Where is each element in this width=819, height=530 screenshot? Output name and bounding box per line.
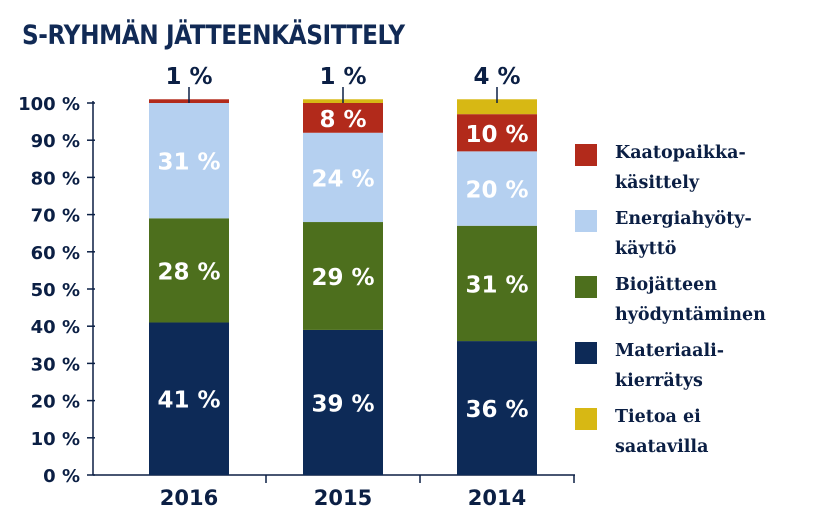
- data-label: 29 %: [311, 265, 374, 291]
- legend-item: Materiaali- kierrätys: [575, 336, 815, 402]
- bar-segment: [457, 341, 537, 475]
- legend-item: Energiahyöty- käyttö: [575, 204, 815, 270]
- y-tick-label: 70 %: [31, 206, 80, 227]
- bar-segment: [457, 99, 537, 115]
- data-label: 20 %: [465, 178, 528, 204]
- bar-segment: [303, 329, 383, 475]
- y-tick-label: 90 %: [31, 131, 80, 152]
- data-label: 24 %: [311, 166, 374, 192]
- y-tick-label: 0 %: [43, 466, 80, 487]
- top-label: 1 %: [319, 64, 366, 90]
- y-tick-label: 10 %: [31, 429, 80, 450]
- legend-swatch: [575, 342, 597, 364]
- bar-segment: [457, 225, 537, 342]
- data-label: 10 %: [465, 122, 528, 148]
- bar-segment: [303, 132, 383, 223]
- legend-label: Kaatopaikka- käsittely: [615, 143, 746, 193]
- y-tick-label: 80 %: [31, 168, 80, 189]
- y-tick-label: 60 %: [31, 243, 80, 264]
- y-tick-label: 100 %: [18, 94, 80, 115]
- bar-segment: [457, 151, 537, 226]
- data-label: 41 %: [157, 388, 220, 414]
- legend-label: Energiahyöty- käyttö: [615, 209, 752, 259]
- legend: Kaatopaikka- käsittely Energiahyöty- käyt…: [575, 138, 815, 468]
- data-label: 31 %: [157, 150, 220, 176]
- x-tick-label: 2016: [160, 486, 218, 510]
- top-label: 4 %: [473, 64, 520, 90]
- legend-item: Biojätteen hyödyntäminen: [575, 270, 815, 336]
- chart-title: S-RYHMÄN JÄTTEENKÄSITTELY: [22, 20, 405, 51]
- legend-item: Tietoa ei saatavilla: [575, 402, 815, 468]
- data-label: 31 %: [465, 272, 528, 298]
- legend-label: Tietoa ei saatavilla: [615, 407, 709, 457]
- x-tick-label: 2015: [314, 486, 372, 510]
- y-tick-label: 50 %: [31, 280, 80, 301]
- legend-swatch: [575, 276, 597, 298]
- y-tick-label: 40 %: [31, 317, 80, 338]
- legend-swatch: [575, 144, 597, 166]
- top-label: 1 %: [165, 64, 212, 90]
- bar-segment: [149, 218, 229, 323]
- y-tick-label: 30 %: [31, 354, 80, 375]
- data-label: 8 %: [319, 107, 366, 133]
- legend-label: Biojätteen hyödyntäminen: [615, 275, 766, 325]
- x-tick-label: 2014: [468, 486, 526, 510]
- legend-swatch: [575, 408, 597, 430]
- y-tick-label: 20 %: [31, 392, 80, 413]
- data-label: 36 %: [465, 397, 528, 423]
- bar-segment: [149, 103, 229, 219]
- legend-item: Kaatopaikka- käsittely: [575, 138, 815, 204]
- legend-swatch: [575, 210, 597, 232]
- data-label: 39 %: [311, 391, 374, 417]
- legend-label: Materiaali- kierrätys: [615, 341, 725, 391]
- bar-segment: [303, 103, 383, 133]
- bar-segment: [149, 322, 229, 475]
- data-label: 28 %: [157, 259, 220, 285]
- bar-segment: [303, 222, 383, 330]
- bar-segment: [457, 114, 537, 152]
